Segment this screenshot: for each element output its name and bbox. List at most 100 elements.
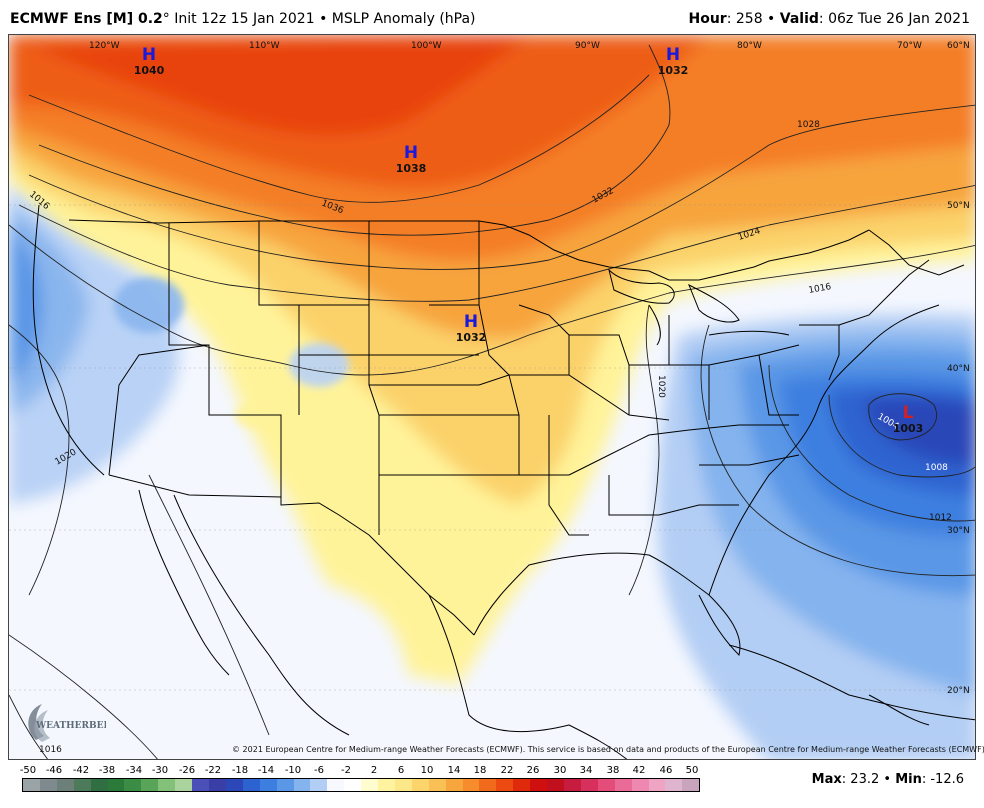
pressure-centers: H 1040 H 1032 H 1038 H 1032 L 1003 — [134, 45, 924, 435]
header-separator: • — [314, 11, 332, 27]
colorbar-tick: -50 — [19, 765, 37, 776]
pressure-value: 1003 — [893, 422, 924, 435]
colorbar-swatch — [445, 779, 463, 791]
colorbar-tick: -38 — [98, 765, 116, 776]
map-canvas: 120°W 110°W 100°W 90°W 80°W 70°W 60°N 50… — [9, 35, 975, 759]
colorbar-swatch — [394, 779, 412, 791]
hour-label: Hour — [688, 11, 727, 27]
low-pressure-marker: L — [903, 403, 914, 423]
latitude-labels: 50°N 40°N 30°N 20°N — [947, 201, 970, 696]
high-pressure-marker: H — [666, 45, 680, 65]
isobar-label: 1012 — [929, 513, 952, 523]
colorbar-swatch — [259, 779, 277, 791]
colorbar-swatch — [276, 779, 294, 791]
colorbar-swatch — [73, 779, 91, 791]
colorbar-swatch — [682, 779, 700, 791]
colorbar-tick: 6 — [397, 765, 405, 776]
colorbar-swatch — [648, 779, 666, 791]
colorbar-tick: -30 — [151, 765, 169, 776]
isobar-label: 1016 — [808, 282, 833, 296]
lon-label: 80°W — [737, 41, 762, 51]
colorbar-swatch — [327, 779, 345, 791]
colorbar-swatch — [564, 779, 581, 791]
colorbar-swatch — [310, 779, 328, 791]
colorbar-swatch — [56, 779, 74, 791]
colorbar-swatch — [208, 779, 226, 791]
colorbar-swatch — [614, 779, 632, 791]
colorbar-swatch — [513, 779, 531, 791]
colorbar-tick: 26 — [526, 765, 540, 776]
map-header: ECMWF Ens [M] 0.2° Init 12z 15 Jan 2021 … — [0, 0, 984, 34]
pressure-value: 1038 — [396, 162, 427, 175]
colorbar-swatch — [225, 779, 243, 791]
lat-label: 20°N — [947, 686, 970, 696]
copyright-notice: © 2021 European Centre for Medium-range … — [232, 745, 984, 754]
logo-graphic: WEATHERBELL — [28, 704, 117, 742]
colorbar-swatch — [479, 779, 497, 791]
colorbar-tick-labels: -50 -46 -42 -38 -34 -30 -26 -22 -18 -14 … — [14, 765, 704, 777]
political-borders — [32, 204, 975, 759]
isobars — [9, 44, 975, 759]
colorbar-tick: 30 — [553, 765, 567, 776]
colorbar-swatch — [462, 779, 480, 791]
colorbar-swatch — [378, 779, 395, 791]
max-min-readout: Max: 23.2 • Min: -12.6 — [812, 772, 964, 787]
negative-anomaly-west — [9, 185, 179, 505]
colorbar-swatch — [90, 779, 108, 791]
weatherbell-logo: WEATHERBELL — [22, 700, 117, 748]
colorbar-swatch — [293, 779, 311, 791]
model-name: ECMWF Ens [M] 0.2 — [10, 11, 163, 27]
positive-anomaly-field — [9, 35, 975, 685]
graticule — [9, 204, 975, 691]
colorbar-tick: -2 — [341, 765, 351, 776]
hour-value: : 258 — [726, 11, 763, 27]
colorbar-tick: 50 — [685, 765, 699, 776]
lon-label: 60°N — [947, 41, 970, 51]
min-value: : -12.6 — [921, 772, 964, 787]
pressure-value: 1032 — [658, 64, 689, 77]
lat-label: 40°N — [947, 364, 970, 374]
colorbar-tick: -34 — [125, 765, 143, 776]
init-time: Init 12z 15 Jan 2021 — [169, 11, 315, 27]
maxmin-separator: • — [879, 772, 896, 787]
colorbar-tick: -14 — [257, 765, 275, 776]
colorbar-tick: -18 — [231, 765, 249, 776]
colorbar-swatch — [530, 779, 548, 791]
lon-label: 110°W — [249, 41, 280, 51]
colorbar-tick: 2 — [370, 765, 378, 776]
colorbar-swatch — [361, 779, 379, 791]
colorbar-tick: -46 — [45, 765, 63, 776]
lon-label: 120°W — [89, 41, 120, 51]
colorbar-swatch — [23, 779, 40, 791]
colorbar-tick: 38 — [606, 765, 620, 776]
isobar-label: 1028 — [797, 120, 820, 130]
colorbar-tick: 42 — [632, 765, 646, 776]
colorbar-swatch — [411, 779, 429, 791]
valid-value: : 06z Tue 26 Jan 2021 — [818, 11, 970, 27]
colorbar-swatch — [665, 779, 683, 791]
colorbar-swatch — [597, 779, 615, 791]
colorbar-swatch — [580, 779, 598, 791]
min-label: Min — [895, 772, 922, 787]
longitude-labels: 120°W 110°W 100°W 90°W 80°W 70°W 60°N — [89, 41, 970, 51]
lat-label: 50°N — [947, 201, 970, 211]
high-pressure-marker: H — [142, 45, 156, 65]
colorbar-swatch — [344, 779, 362, 791]
colorbar-swatch — [192, 779, 209, 791]
colorbar-legend — [22, 778, 700, 792]
isobar-label: 1008 — [925, 463, 948, 473]
colorbar-swatch — [547, 779, 564, 791]
logo-text: WEATHERBELL — [35, 721, 106, 731]
colorbar-tick: 46 — [659, 765, 673, 776]
colorbar-tick: 22 — [500, 765, 514, 776]
high-pressure-marker: H — [404, 143, 418, 163]
lon-label: 70°W — [897, 41, 922, 51]
lon-label: 90°W — [575, 41, 600, 51]
colorbar-tick: 10 — [420, 765, 434, 776]
colorbar-tick: 34 — [579, 765, 593, 776]
pressure-value: 1040 — [134, 64, 165, 77]
colorbar-swatch — [428, 779, 446, 791]
colorbar-swatch — [175, 779, 193, 791]
colorbar-swatch — [242, 779, 260, 791]
valid-label: Valid — [779, 11, 819, 27]
